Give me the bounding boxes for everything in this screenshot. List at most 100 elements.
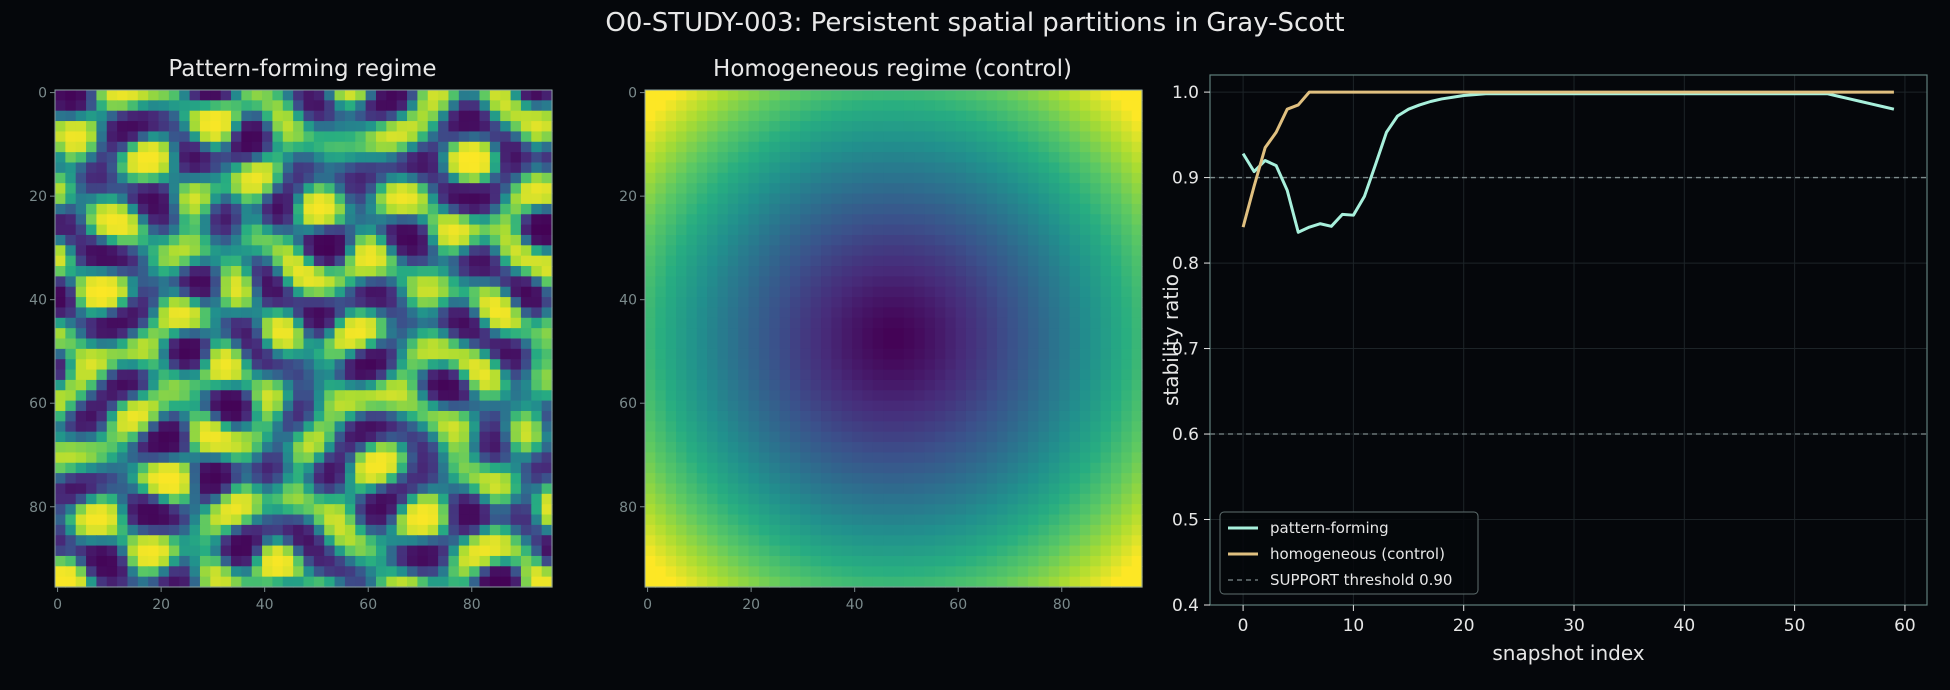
homogeneous-heatmap-cell (965, 452, 977, 464)
homogeneous-heatmap-cell (945, 462, 957, 474)
pattern-heatmap-cell (117, 110, 129, 122)
homogeneous-heatmap-cell (965, 266, 977, 277)
pattern-heatmap-cell (303, 545, 315, 557)
pattern-heatmap-cell (86, 245, 98, 257)
pattern-heatmap-cell (303, 390, 315, 402)
homogeneous-heatmap-cell (717, 566, 729, 578)
homogeneous-heatmap-cell (1131, 214, 1143, 226)
pattern-heatmap-cell (365, 307, 377, 319)
homogeneous-heatmap-cell (821, 369, 832, 381)
pattern-heatmap-cell (282, 514, 294, 526)
homogeneous-heatmap-cell (800, 524, 812, 536)
pattern-heatmap-cell (127, 452, 139, 464)
homogeneous-heatmap-cell (748, 193, 760, 205)
pattern-heatmap-cell (137, 431, 149, 443)
homogeneous-heatmap-cell (707, 535, 719, 547)
homogeneous-heatmap-cell (862, 442, 874, 453)
pattern-heatmap-cell (344, 297, 356, 309)
homogeneous-heatmap-cell (800, 566, 812, 578)
homogeneous-heatmap-cell (717, 203, 729, 215)
pattern-heatmap-cell (427, 131, 439, 143)
homogeneous-heatmap-cell (686, 431, 698, 443)
homogeneous-heatmap-cell (976, 421, 988, 433)
homogeneous-heatmap-cell (924, 338, 936, 350)
homogeneous-heatmap-cell (789, 90, 801, 101)
pattern-heatmap-cell (489, 297, 501, 309)
pattern-heatmap-cell (365, 110, 377, 122)
pattern-heatmap-cell (272, 214, 284, 226)
homogeneous-heatmap-cell (934, 566, 946, 578)
pattern-heatmap-cell (106, 307, 118, 319)
pattern-heatmap-cell (303, 328, 315, 340)
pattern-heatmap-cell (407, 493, 418, 505)
pattern-heatmap-cell (127, 493, 139, 505)
homogeneous-heatmap-cell (955, 338, 967, 350)
pattern-heatmap-cell (365, 535, 377, 547)
pattern-heatmap-cell (55, 462, 66, 474)
pattern-heatmap-cell (148, 566, 160, 578)
pattern-heatmap-cell (168, 514, 180, 526)
homogeneous-heatmap-cell (696, 286, 708, 298)
homogeneous-heatmap-cell (831, 245, 843, 257)
pattern-heatmap-cell (168, 152, 180, 164)
pattern-heatmap-cell (148, 348, 160, 360)
homogeneous-heatmap-cell (965, 141, 977, 153)
homogeneous-heatmap-cell (727, 504, 739, 516)
pattern-heatmap-cell (117, 234, 129, 246)
homogeneous-heatmap-cell (779, 483, 791, 495)
pattern-heatmap-cell (148, 172, 160, 184)
homogeneous-heatmap-cell (1131, 359, 1143, 371)
pattern-heatmap-cell (448, 566, 460, 578)
pattern-heatmap-cell (355, 514, 367, 526)
homogeneous-heatmap-cell (965, 431, 977, 443)
homogeneous-heatmap-cell (1100, 483, 1112, 495)
pattern-heatmap-cell (86, 493, 98, 505)
homogeneous-heatmap-cell (1017, 141, 1029, 153)
homogeneous-heatmap-cell (1038, 234, 1050, 246)
pattern-heatmap-cell (427, 452, 439, 464)
pattern-heatmap-cell (489, 286, 501, 298)
homogeneous-heatmap-cell (965, 442, 977, 453)
homogeneous-heatmap-cell (862, 452, 874, 464)
homogeneous-heatmap-cell (779, 421, 791, 433)
pattern-heatmap-cell (469, 131, 481, 143)
homogeneous-heatmap-cell (1007, 421, 1019, 433)
homogeneous-heatmap-cell (1038, 317, 1050, 329)
homogeneous-heatmap-cell (924, 234, 936, 246)
homogeneous-heatmap-cell (1090, 379, 1102, 391)
pattern-heatmap-xtick-label: 80 (463, 597, 481, 613)
pattern-heatmap-cell (417, 245, 429, 257)
homogeneous-heatmap-cell (707, 473, 719, 485)
homogeneous-heatmap-cell (1007, 545, 1019, 557)
homogeneous-heatmap-cell (707, 442, 719, 453)
homogeneous-heatmap-cell (748, 421, 760, 433)
pattern-heatmap-cell (231, 390, 242, 402)
homogeneous-heatmap-cell (769, 317, 781, 329)
homogeneous-heatmap-cell (1007, 162, 1019, 174)
homogeneous-heatmap-cell (738, 514, 750, 526)
pattern-heatmap-cell (96, 110, 108, 122)
pattern-heatmap-cell (282, 234, 294, 246)
homogeneous-heatmap-cell (1007, 473, 1019, 485)
pattern-heatmap-cell (86, 100, 98, 112)
homogeneous-heatmap-cell (696, 379, 708, 391)
homogeneous-heatmap-cell (883, 535, 895, 547)
pattern-heatmap-cell (75, 452, 87, 464)
homogeneous-heatmap-cell (1131, 504, 1143, 516)
homogeneous-heatmap-cell (717, 410, 729, 422)
pattern-heatmap-cell (75, 224, 87, 236)
pattern-heatmap-cell (531, 379, 543, 391)
homogeneous-heatmap-cell (738, 183, 750, 195)
pattern-heatmap-cell (272, 535, 284, 547)
pattern-heatmap-cell (137, 141, 149, 153)
homogeneous-heatmap-cell (696, 410, 708, 422)
pattern-heatmap-cell (272, 483, 284, 495)
homogeneous-heatmap-cell (665, 483, 677, 495)
pattern-heatmap-xtick-label: 40 (256, 597, 274, 613)
pattern-heatmap-cell (189, 245, 201, 257)
pattern-heatmap-cell (375, 193, 387, 205)
pattern-heatmap-cell (148, 131, 160, 143)
x-tick-label: 50 (1784, 616, 1806, 636)
homogeneous-heatmap-cell (665, 172, 677, 184)
